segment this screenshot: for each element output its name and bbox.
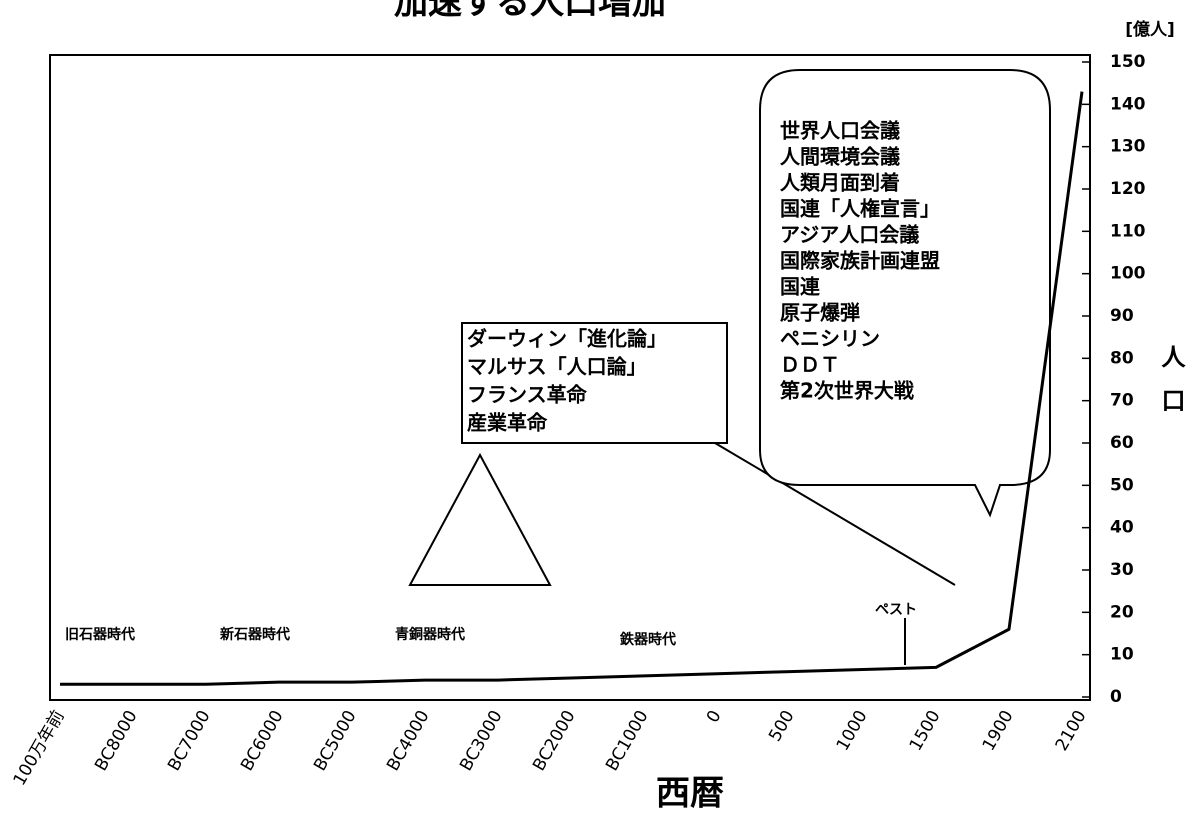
bubble-event: ペニシリン [780, 327, 880, 351]
y-unit: [億人] [1125, 19, 1175, 40]
box-event: マルサス「人口論」 [467, 355, 647, 379]
x-tick-label: 2100 [1052, 707, 1091, 754]
y-tick-label: 0 [1110, 687, 1122, 707]
x-tick-label: BC3000 [456, 707, 507, 775]
era-label: 青銅器時代 [395, 626, 465, 643]
x-tick-label: BC5000 [310, 707, 361, 775]
bubble-event: アジア人口会議 [780, 223, 919, 247]
y-tick-label: 50 [1110, 475, 1134, 495]
plague-label: ペスト [875, 602, 917, 618]
y-tick-label: 120 [1110, 179, 1146, 199]
x-tick-label: BC4000 [383, 707, 434, 775]
y-tick-label: 10 [1110, 645, 1134, 665]
x-tick-label: BC2000 [529, 707, 580, 775]
bubble-event: 国際家族計画連盟 [780, 249, 940, 273]
x-tick-label: 500 [765, 707, 799, 745]
bubble-event: ＤＤＴ [780, 353, 840, 377]
era-label: 旧石器時代 [65, 626, 135, 643]
y-tick-label: 40 [1110, 518, 1134, 538]
x-tick-label: 100万年前 [10, 707, 69, 789]
x-tick-label: 1000 [833, 707, 872, 754]
y-tick-label: 130 [1110, 137, 1146, 157]
speech-bubble [759, 69, 1051, 518]
x-tick-label: BC7000 [164, 707, 215, 775]
bubble-event: 第2次世界大戦 [780, 379, 914, 403]
y-tick-label: 60 [1110, 433, 1134, 453]
event-arrow [714, 442, 956, 586]
x-tick-label: 1900 [979, 707, 1018, 754]
x-tick-label: 1500 [906, 707, 945, 754]
y-tick-label: 100 [1110, 264, 1146, 284]
y-tick-label: 110 [1110, 221, 1146, 241]
box-event: フランス革命 [467, 383, 588, 407]
x-axis-label: 西暦 [656, 774, 724, 814]
bubble-event: 原子爆弾 [780, 301, 860, 325]
bubble-event: 国連 [780, 275, 820, 299]
y-tick-label: 140 [1110, 94, 1146, 114]
bubble-event: 人類月面到着 [779, 171, 900, 195]
box-event: ダーウィン「進化論」 [467, 327, 667, 351]
x-tick-label: BC6000 [237, 707, 288, 775]
x-tick-label: 0 [703, 707, 726, 726]
y-tick-label: 90 [1110, 306, 1134, 326]
x-tick-label: BC8000 [91, 707, 142, 775]
bubble-event: 世界人口会議 [780, 119, 900, 143]
box-event: 産業革命 [467, 411, 548, 435]
y-tick-label: 150 [1110, 52, 1146, 72]
x-tick-label: BC1000 [602, 707, 653, 775]
event-box [461, 322, 728, 444]
chart-title: 加速する人口増加 [394, 0, 666, 23]
y-tick-label: 20 [1110, 602, 1134, 622]
y-tick-label: 80 [1110, 348, 1134, 368]
y-axis-label: 人口 [1157, 344, 1186, 432]
plot-frame [49, 54, 1091, 701]
y-tick-label: 30 [1110, 560, 1134, 580]
era-label: 新石器時代 [219, 626, 290, 643]
population-line [60, 91, 1084, 686]
bubble-event: 人間環境会議 [779, 145, 900, 169]
y-tick-label: 70 [1110, 391, 1134, 411]
pyramid-illustration [408, 452, 552, 586]
era-label: 鉄器時代 [619, 631, 676, 648]
bubble-event: 国連「人権宣言」 [780, 197, 940, 221]
